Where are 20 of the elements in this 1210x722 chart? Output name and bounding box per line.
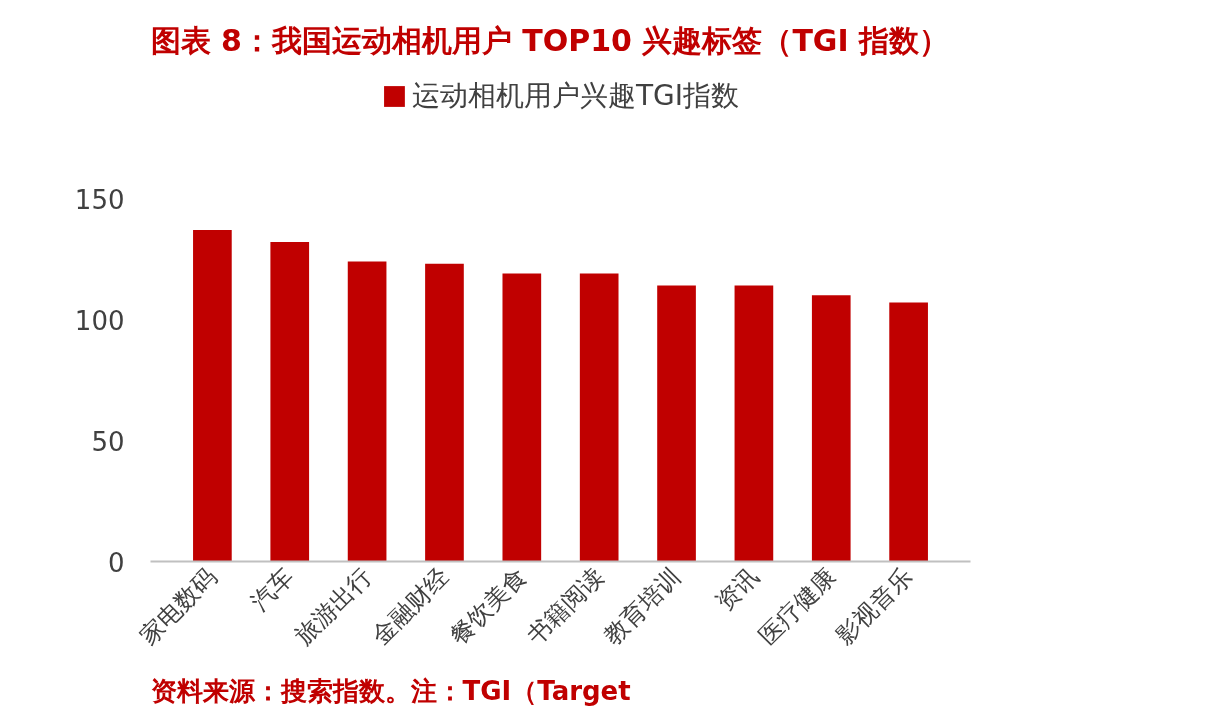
bar [193,229,232,562]
y-tick-label: 50 [91,426,125,457]
bar [889,302,928,562]
bar [657,285,696,562]
text: 资料来源：搜索指数。注：TGI（Target [150,675,631,706]
bar [734,285,774,562]
y-tick-label: 150 [74,184,125,215]
bar [502,273,542,562]
bar [425,263,464,562]
bar [270,242,310,562]
chart-title: 图表 8：我国运动相机用户 TOP10 兴趣标签（TGI 指数） [150,22,950,58]
y-tick-label: 100 [74,305,125,336]
bar [579,273,619,562]
legend-label: 运动相机用户兴趣TGI指数 [411,78,740,114]
bar [347,261,387,562]
x-tick-label: 汽车 [245,562,300,617]
y-tick-label: 0 [107,547,125,578]
bar [811,295,851,562]
x-tick-label: 资讯 [710,562,764,617]
x-tick-label: 家电数码 [134,562,223,651]
